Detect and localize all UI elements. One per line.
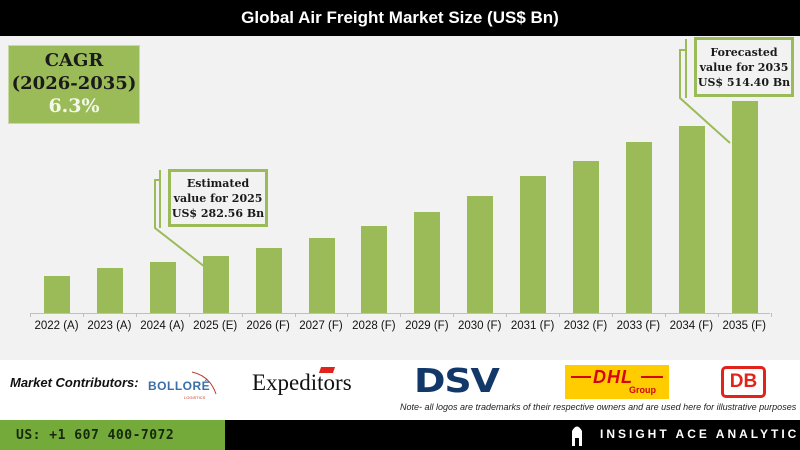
- x-axis-label: 2024 (A): [140, 320, 185, 332]
- axis-tick: [241, 313, 243, 317]
- insight-ace-logo-icon: [572, 426, 582, 446]
- x-axis-label: 2031 (F): [510, 320, 555, 332]
- bar-2026: [255, 248, 282, 313]
- cagr-badge: CAGR (2026-2035) 6.3%: [8, 45, 140, 124]
- brand-name: INSIGHT ACE ANALYTIC: [600, 427, 800, 441]
- callout-line: value for 2025: [173, 191, 263, 205]
- bar-2025: [202, 256, 229, 313]
- bollore-logo: BOLLORÉ LOGISTICS: [148, 368, 220, 402]
- db-logo: DB: [721, 366, 766, 398]
- axis-tick: [664, 313, 666, 317]
- footer-bar: [225, 420, 800, 450]
- dsv-logo: DSV: [414, 361, 500, 400]
- dhl-stripe: [641, 376, 663, 378]
- axis-tick: [82, 313, 84, 317]
- callout-value: US$ 282.56 Bn: [171, 206, 265, 220]
- axis-tick: [188, 313, 190, 317]
- x-axis-label: 2023 (A): [87, 320, 132, 332]
- x-axis-label: 2033 (F): [616, 320, 661, 332]
- market-contributors-label: Market Contributors:: [10, 375, 139, 390]
- x-axis-label: 2030 (F): [457, 320, 502, 332]
- callout-value: US$ 514.40 Bn: [697, 75, 791, 89]
- x-axis-label: 2027 (F): [299, 320, 343, 332]
- bar-2024: [149, 262, 176, 313]
- cagr-period: (2026-2035): [11, 73, 137, 94]
- axis-tick: [453, 313, 455, 317]
- x-axis-label: 2029 (F): [405, 320, 449, 332]
- axis-tick: [347, 313, 349, 317]
- x-axis-label: 2034 (F): [669, 320, 714, 332]
- bar-2030: [467, 196, 494, 313]
- dhl-stripe: [571, 376, 591, 378]
- x-axis-label: 2022 (A): [34, 320, 79, 332]
- bar-2028: [361, 226, 388, 313]
- bar-2035: [731, 101, 758, 313]
- trademark-note: Note- all logos are trademarks of their …: [400, 402, 797, 412]
- cagr-value: 6.3%: [48, 95, 100, 117]
- bar-2033: [625, 142, 652, 313]
- forecasted-2035-callout: Forecasted value for 2035 US$ 514.40 Bn: [694, 37, 794, 97]
- expeditors-wordmark: Expeditors: [252, 370, 352, 395]
- x-axis-label: 2032 (F): [563, 320, 608, 332]
- bar-2031: [520, 176, 547, 313]
- bollore-sub: LOGISTICS: [184, 395, 206, 400]
- expeditors-logo: Expeditors: [252, 364, 372, 400]
- axis-tick: [294, 313, 296, 317]
- callout-line: value for 2035: [699, 60, 789, 74]
- cagr-label: CAGR: [44, 50, 104, 71]
- axis-tick: [611, 313, 613, 317]
- dhl-group: Group: [629, 385, 656, 395]
- bar-2034: [678, 126, 705, 313]
- bollore-wordmark: BOLLORÉ: [148, 379, 211, 393]
- axis-tick: [717, 313, 719, 317]
- axis-tick: [30, 313, 31, 317]
- chart-title: Global Air Freight Market Size (US$ Bn): [0, 0, 800, 36]
- bar-2022: [44, 276, 70, 313]
- axis-tick: [400, 313, 402, 317]
- x-axis-label: 2026 (F): [246, 320, 290, 332]
- dhl-logo: DHL Group: [565, 365, 669, 399]
- x-axis-label: 2025 (E): [193, 320, 238, 332]
- x-axis-label: 2035 (F): [722, 320, 766, 332]
- bar-2032: [573, 161, 599, 313]
- bar-2029: [414, 212, 441, 313]
- phone-number: US: +1 607 400-7072: [0, 420, 225, 450]
- db-wordmark: DB: [729, 371, 758, 392]
- callout-connectors: [154, 39, 731, 268]
- x-axis: [30, 313, 770, 314]
- callout-line: Forecasted: [710, 45, 778, 59]
- axis-tick: [770, 313, 772, 317]
- estimated-2025-callout: Estimated value for 2025 US$ 282.56 Bn: [168, 169, 268, 227]
- x-axis-label: 2028 (F): [352, 320, 396, 332]
- axis-tick: [559, 313, 560, 317]
- callout-line: Estimated: [186, 176, 250, 190]
- axis-tick: [135, 313, 137, 317]
- bar-2027: [308, 238, 335, 313]
- bar-2023: [96, 268, 123, 313]
- axis-tick: [506, 313, 508, 317]
- dhl-wordmark: DHL: [593, 367, 633, 387]
